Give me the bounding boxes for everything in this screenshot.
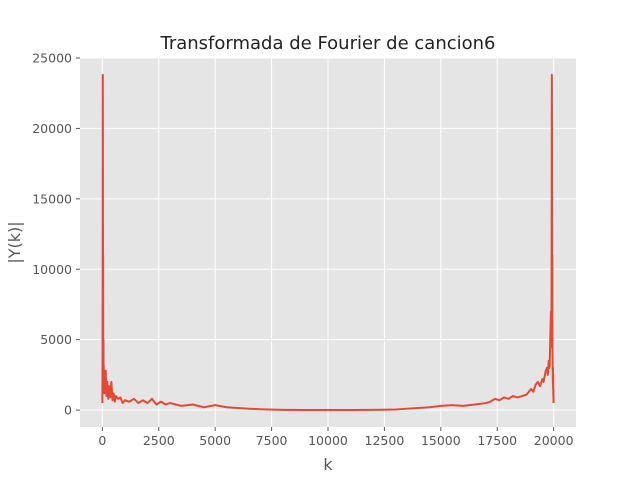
series-line: [101, 73, 555, 412]
y-axis-label: |Y(k)|: [5, 221, 24, 263]
series-layer: [101, 73, 555, 412]
y-tick-label: 5000: [40, 332, 72, 347]
y-ticks: 0 5000 10000 15000 20000 25000: [32, 51, 80, 418]
x-tick-label: 10000: [308, 433, 348, 448]
x-tick-label: 12500: [365, 433, 405, 448]
y-tick-label: 25000: [32, 51, 72, 66]
x-ticks: 0 2500 5000 7500 10000 12500 15000 17500 20000: [98, 427, 574, 448]
x-tick-label: 2500: [143, 433, 175, 448]
x-tick-label: 5000: [199, 433, 231, 448]
y-tick-label: 10000: [32, 262, 72, 277]
x-tick-label: 20000: [534, 433, 574, 448]
x-tick-label: 7500: [256, 433, 288, 448]
x-tick-label: 0: [98, 433, 106, 448]
y-tick-label: 20000: [32, 121, 72, 136]
y-tick-label: 15000: [32, 191, 72, 206]
y-tick-label: 0: [64, 403, 72, 418]
chart-title: Transformada de Fourier de cancion6: [159, 33, 495, 54]
x-axis-label: k: [323, 455, 333, 474]
x-tick-label: 15000: [421, 433, 461, 448]
x-tick-label: 17500: [477, 433, 517, 448]
